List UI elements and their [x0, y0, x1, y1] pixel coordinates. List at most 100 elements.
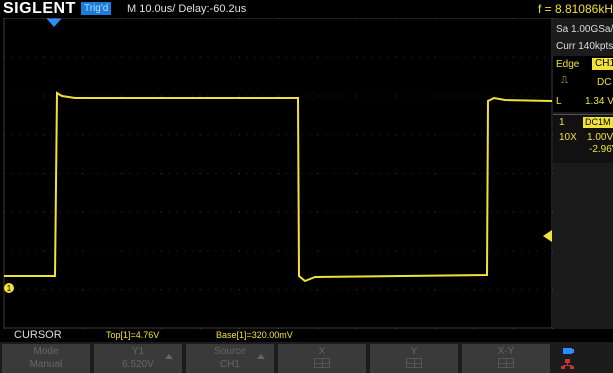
grid-dot [4, 173, 5, 174]
grid-dot [238, 328, 240, 329]
grid-minor-dot [379, 250, 381, 252]
grid-minor-dot [348, 289, 350, 291]
grid-minor-dot [74, 18, 76, 19]
y-cursor-softkey[interactable]: Y [370, 344, 458, 373]
grid-minor-dot [458, 134, 460, 136]
grid-dot [473, 289, 475, 291]
grid-minor-dot [465, 134, 467, 136]
grid-minor-dot [403, 289, 405, 291]
grid-minor-dot [481, 18, 483, 19]
y1-label: Y1 [131, 346, 145, 357]
grid-minor-dot [536, 211, 538, 213]
waveform-display[interactable]: 1 [0, 18, 553, 329]
ch1-ground-marker[interactable]: 1 [4, 283, 14, 293]
grid-minor-dot [364, 95, 366, 97]
grid-dot [473, 56, 475, 58]
grid-minor-dot [137, 289, 139, 291]
grid-minor-dot [144, 95, 146, 97]
network-icon [561, 359, 574, 369]
source-softkey[interactable]: Source CH1 [186, 344, 274, 373]
trigger-source-badge: CH1 [592, 58, 613, 70]
grid-dot [395, 289, 397, 291]
grid-minor-dot [19, 18, 21, 19]
grid-minor-dot [481, 56, 483, 58]
grid-minor-dot [458, 289, 460, 291]
trigger-type: Edge [556, 59, 580, 70]
grid-minor-dot [223, 250, 225, 252]
grid-minor-dot [520, 211, 522, 213]
y1-softkey[interactable]: Y1 6.520V [94, 344, 182, 373]
grid-minor-dot [176, 211, 178, 213]
grid-minor-dot [520, 173, 522, 174]
grid-minor-dot [371, 211, 373, 213]
grid-minor-dot [74, 95, 76, 97]
grid-minor-dot [442, 173, 444, 174]
grid-minor-dot [58, 95, 60, 97]
grid-minor-dot [50, 250, 52, 252]
grid-minor-dot [364, 173, 366, 174]
grid-dot [317, 56, 319, 58]
grid-dot [238, 95, 240, 97]
grid-dot [238, 250, 240, 252]
grid-minor-dot [191, 95, 193, 97]
grid-minor-dot [270, 95, 272, 97]
grid-dot [199, 134, 201, 136]
grid-minor-dot [489, 18, 491, 19]
x-cursor-softkey[interactable]: X [278, 344, 366, 373]
grid-minor-dot [450, 18, 452, 19]
grid-minor-dot [113, 289, 115, 291]
grid-dot [121, 56, 123, 58]
grid-minor-dot [215, 95, 217, 97]
grid-minor-dot [27, 173, 29, 174]
grid-minor-dot [458, 250, 460, 252]
grid-minor-dot [215, 289, 217, 291]
grid-minor-dot [465, 173, 467, 174]
grid-dot [552, 328, 553, 329]
grid-dot [356, 56, 358, 58]
grid-minor-dot [528, 289, 530, 291]
grid-minor-dot [152, 289, 154, 291]
grid-minor-dot [309, 250, 311, 252]
grid-minor-dot [324, 173, 326, 174]
grid-minor-dot [309, 211, 311, 213]
grid-dot [278, 56, 279, 58]
grid-minor-dot [231, 134, 233, 136]
xy-cursor-softkey[interactable]: X-Y [462, 344, 550, 373]
grid-minor-dot [27, 134, 29, 136]
grid-minor-dot [528, 173, 530, 174]
grid-dot [238, 134, 240, 136]
grid-minor-dot [184, 211, 186, 213]
grid-dot [552, 95, 553, 97]
trigger-position-marker-icon[interactable] [46, 18, 62, 27]
timebase-readout[interactable]: M 10.0us/ Delay:-60.2us [127, 0, 246, 18]
y-cursor-grid-icon [406, 358, 422, 368]
grid-minor-dot [536, 56, 538, 58]
grid-minor-dot [35, 250, 37, 252]
top-status-bar [0, 0, 613, 18]
grid-dot [82, 56, 84, 58]
grid-minor-dot [371, 95, 373, 97]
grid-minor-dot [348, 211, 350, 213]
grid-minor-dot [152, 95, 154, 97]
grid-dot [199, 328, 201, 329]
grid-dot [43, 95, 45, 97]
grid-minor-dot [152, 18, 154, 19]
grid-dot [238, 18, 240, 19]
adjust-arrow-icon [257, 354, 265, 359]
mode-softkey[interactable]: Mode Manual [2, 344, 90, 373]
grid-minor-dot [324, 250, 326, 252]
timebase-value: M 10.0us/ [127, 3, 176, 15]
grid-dot [434, 95, 436, 97]
grid-dot [4, 95, 5, 97]
grid-minor-dot [403, 173, 405, 174]
grid-dot [4, 134, 5, 136]
grid-minor-dot [152, 250, 154, 252]
grid-minor-dot [176, 289, 178, 291]
grid-minor-dot [520, 134, 522, 136]
grid-dot [512, 95, 514, 97]
grid-dot [434, 173, 436, 174]
grid-minor-dot [90, 173, 92, 174]
grid-minor-dot [215, 134, 217, 136]
grid-dot [43, 18, 45, 19]
trigger-level-arrow-icon[interactable] [543, 230, 552, 242]
